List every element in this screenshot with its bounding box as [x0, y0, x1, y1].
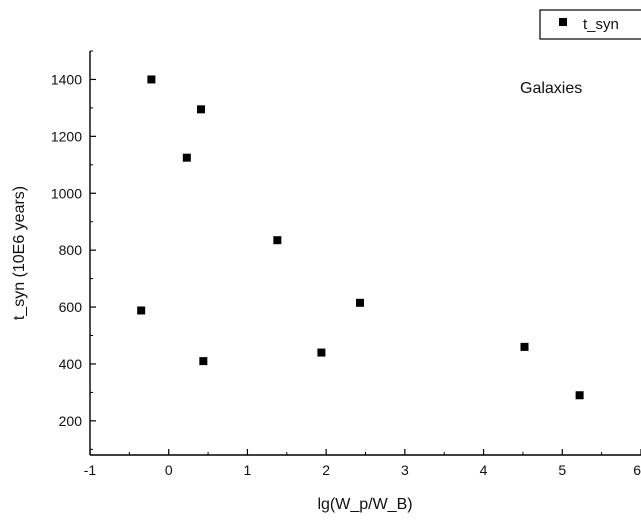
data-point-marker	[147, 75, 156, 84]
data-point-marker	[355, 298, 364, 307]
data-point-marker	[196, 105, 205, 114]
x-tick-label: 5	[558, 462, 566, 478]
data-point-marker	[575, 391, 584, 400]
x-tick-label: 0	[165, 462, 173, 478]
y-tick-label: 1000	[51, 185, 82, 201]
x-tick-label: 4	[480, 462, 488, 478]
y-tick-label: 600	[59, 299, 83, 315]
y-axis-title: t_syn (10E6 years)	[11, 186, 28, 320]
legend-box	[539, 9, 641, 40]
data-point-marker	[520, 342, 529, 351]
x-tick-label: 6	[633, 462, 641, 478]
data-point-marker	[137, 306, 146, 315]
y-axis-ticks: 200 400 600 800 1000 1200 1400	[51, 50, 96, 450]
data-point-marker	[273, 236, 282, 245]
legend-marker-icon	[559, 18, 567, 26]
data-point-marker	[199, 357, 208, 366]
x-axis-title: lg(W_p/W_B)	[317, 496, 412, 513]
legend-label-t-syn: t_syn	[583, 16, 619, 33]
x-tick-label: 2	[322, 462, 330, 478]
x-tick-label: 3	[401, 462, 409, 478]
y-tick-label: 1200	[51, 128, 82, 144]
y-tick-label: 1400	[51, 71, 82, 87]
x-axis-ticks: -1 0 1 2 3 4 5 6	[84, 449, 641, 478]
data-point-marker	[182, 153, 191, 162]
y-tick-label: 800	[59, 242, 83, 258]
y-tick-label: 200	[59, 413, 83, 429]
data-points	[137, 75, 584, 400]
x-tick-label: -1	[84, 462, 97, 478]
y-tick-label: 400	[59, 356, 83, 372]
plot-axes	[89, 51, 641, 456]
annotation-galaxies: Galaxies	[520, 80, 582, 97]
x-tick-label: 1	[244, 462, 252, 478]
data-point-marker	[317, 348, 326, 357]
legend: t_syn	[539, 9, 641, 40]
